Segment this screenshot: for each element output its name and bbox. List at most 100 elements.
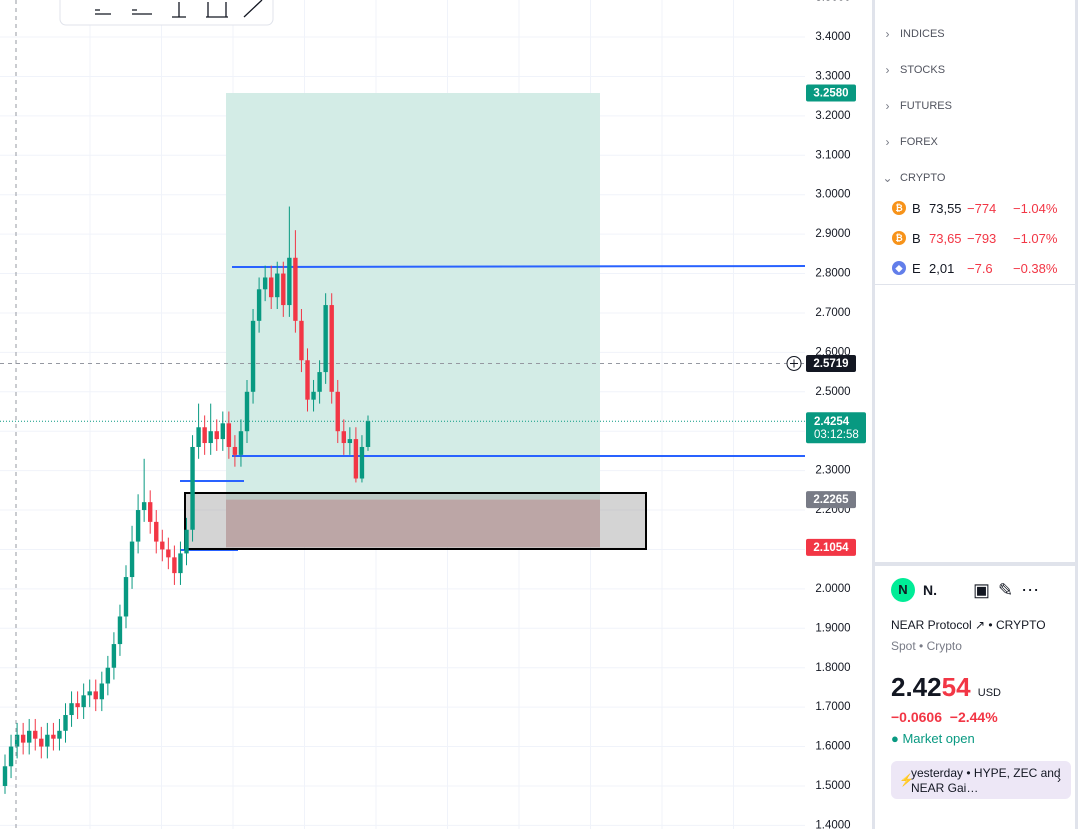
watchlist-row[interactable]: ◆ E 2,01 −7.6 −0.38% [875,253,1075,283]
market: CRYPTO [995,618,1046,632]
y-tick-label: 1.4000 [815,819,850,829]
watchlist-row[interactable]: ₿ B 73,55 −774 −1.04% [875,193,1075,223]
candle-body [196,427,201,447]
plot [0,0,806,829]
candle-body [256,289,262,321]
price-label: 2.1054 [813,542,849,554]
divider [1075,0,1078,829]
symbol-header: N N. ▣✎⋯ [891,578,1047,602]
candle-body [172,557,177,574]
candle-body [293,257,298,321]
candle-body [160,541,165,550]
cell: E [912,260,921,276]
watchlist-row[interactable]: ₿ B 73,65 −793 −1.07% [875,223,1075,253]
candle-body [269,277,274,298]
chevron: › [885,135,890,149]
watchlist-section[interactable]: › STOCKS [875,62,946,78]
candle-body [208,431,213,444]
candle-body [14,734,20,747]
candle-body [39,738,44,747]
drawing-toolbar [59,0,274,26]
y-tick-label: 1.9000 [815,622,850,634]
add-icon [790,359,798,368]
candle-body [214,431,219,440]
candle-body [148,502,153,522]
symbol[interactable]: N. [923,582,937,598]
candle-body [178,553,183,574]
price: 2.4254 USD [891,672,1001,703]
status-line: ● Market open [891,731,975,746]
cell: −774 [967,200,997,216]
candle-body [27,730,32,743]
coin-icon: ₿ [892,231,906,245]
candle-body [123,577,129,617]
candle-body [69,703,74,716]
candle-body [135,510,141,542]
candle-body [353,439,359,479]
candle-body [281,273,286,306]
y-tick-label: 3.2000 [815,110,850,122]
divider [872,0,875,829]
section-title: FOREX [900,136,938,148]
type-line: Spot • Crypto [891,639,962,653]
news-icon: ⚡ [899,773,914,787]
stop-zone [226,499,600,548]
cell: 73,65 [929,230,962,246]
candle-body [51,734,56,739]
watchlist-section[interactable]: › INDICES [875,26,945,42]
section-title: STOCKS [900,64,946,76]
kind: Spot [891,639,916,653]
price-label: 2.2265 [813,494,849,506]
y-tick-label: 2.3000 [815,465,850,477]
cell: B [912,200,921,216]
price-label-bg [806,84,856,102]
candle-body [20,734,26,743]
currency: USD [977,687,1001,699]
candle-body [299,320,304,361]
price-tail: 54 [941,672,971,702]
news-card[interactable]: ⚡ yesterday • HYPE, ZEC and NEAR Gai… › [891,761,1071,799]
panel-icons[interactable]: ▣✎⋯ [973,579,1048,600]
cell: 2,01 [929,260,955,276]
cell: −7.6 [967,260,993,276]
watchlist-section[interactable]: › FOREX [875,134,938,150]
chevron: › [885,99,890,113]
trend-line [231,265,806,268]
candle-body [166,549,171,558]
y-tick-label: 2.8000 [815,268,850,280]
candle-body [323,305,328,373]
chart: 1.4000 1.5000 1.6000 1.7000 1.8000 1.9000 2.00… [0,0,866,829]
candle-body [129,541,135,578]
change-pct: −2.44% [949,709,998,725]
watchlist-section[interactable]: ⌄ CRYPTO [875,170,945,186]
candle-body [244,391,250,432]
candle-body [141,502,147,511]
y-tick-label: 1.8000 [815,662,850,674]
candle-body [57,730,62,739]
candle-body [341,431,346,444]
y-tick-label: 1.5000 [815,780,850,792]
news-arrow: › [1057,772,1061,786]
y-tick-label: 1.6000 [815,741,850,753]
last-price-bg [806,412,866,444]
watchlist-section[interactable]: › FUTURES [875,98,952,114]
candle-body [63,715,68,731]
price-label-bg [806,354,856,372]
candle-body [317,372,322,392]
y-tick-label: 3.1000 [815,149,850,161]
name[interactable]: NEAR Protocol [891,618,972,632]
cell: −793 [967,230,997,246]
change-line: −0.0606 −2.44% [891,709,998,725]
coin-icon: ₿ [892,201,906,215]
y-tick-label: 2.9000 [815,228,850,240]
candle-body [190,446,195,530]
chevron: ⌄ [882,171,893,185]
price-label: 3.2580 [813,88,848,100]
cell: −1.04% [1013,200,1057,216]
price-label-bg [806,538,856,556]
candle-body [305,360,310,400]
news-time: yesterday [911,766,964,780]
section-title: CRYPTO [900,172,946,184]
countdown: 03:12:58 [814,429,859,441]
